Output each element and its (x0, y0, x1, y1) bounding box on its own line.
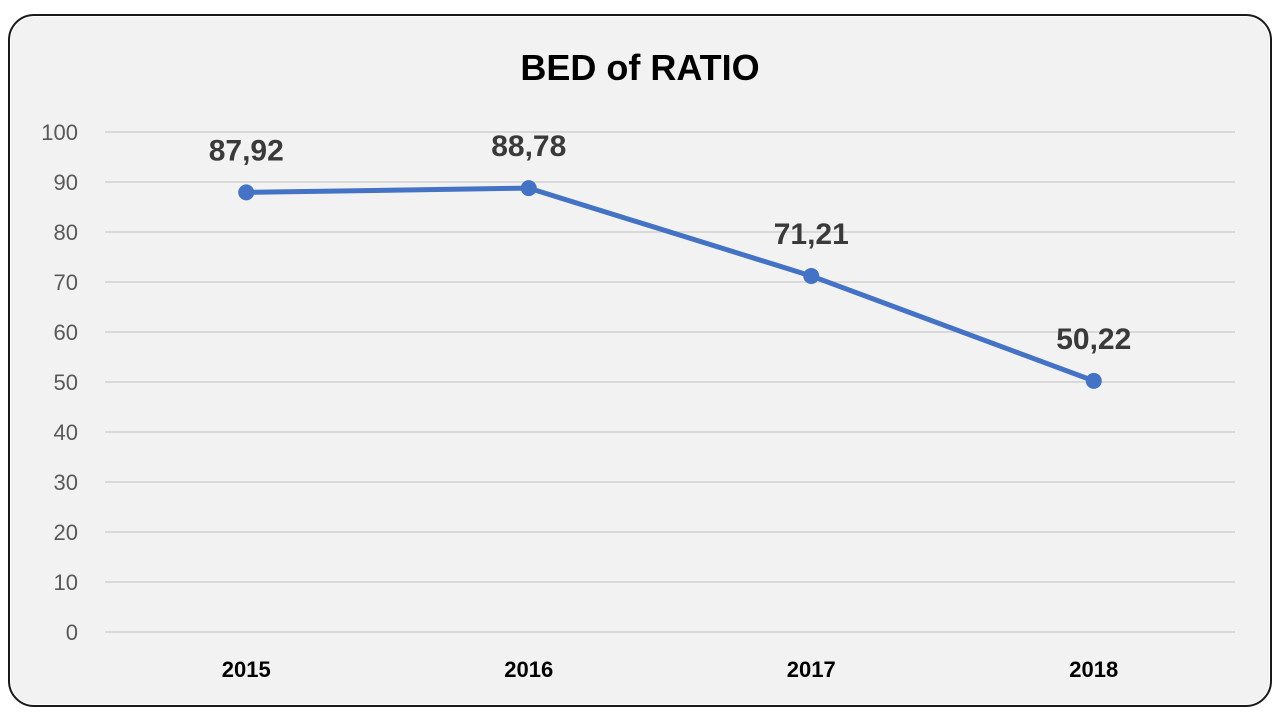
x-tick-label: 2017 (787, 657, 836, 682)
x-tick-label: 2015 (222, 657, 271, 682)
y-tick-label: 10 (54, 570, 78, 595)
y-tick-label: 70 (54, 270, 78, 295)
x-tick-label: 2016 (504, 657, 553, 682)
series-line (243, 185, 1097, 384)
data-labels: 87,92 88,78 71,21 50,22 (209, 130, 1132, 356)
data-label: 88,78 (491, 130, 566, 163)
y-tick-label: 0 (66, 620, 78, 645)
gridlines (105, 131, 1235, 633)
y-tick-label: 40 (54, 420, 78, 445)
data-point (803, 267, 820, 284)
series-group (238, 180, 1102, 389)
y-tick-label: 60 (54, 320, 78, 345)
y-tick-label: 30 (54, 470, 78, 495)
y-tick-label: 50 (54, 370, 78, 395)
data-label: 71,21 (774, 218, 849, 251)
x-axis-ticks: 2015 2016 2017 2018 (222, 657, 1118, 682)
x-tick-label: 2018 (1069, 657, 1118, 682)
data-label: 50,22 (1056, 323, 1131, 356)
y-tick-label: 100 (41, 120, 78, 145)
y-axis-ticks: 0 10 20 30 40 50 60 70 80 90 100 (41, 120, 78, 645)
y-tick-label: 20 (54, 520, 78, 545)
data-point (520, 180, 537, 197)
chart-title: BED of RATIO (520, 47, 759, 88)
y-tick-label: 90 (54, 170, 78, 195)
data-point (1085, 372, 1102, 389)
chart-frame (8, 14, 1272, 707)
data-label: 87,92 (209, 134, 284, 167)
y-tick-label: 80 (54, 220, 78, 245)
data-point (238, 184, 255, 201)
